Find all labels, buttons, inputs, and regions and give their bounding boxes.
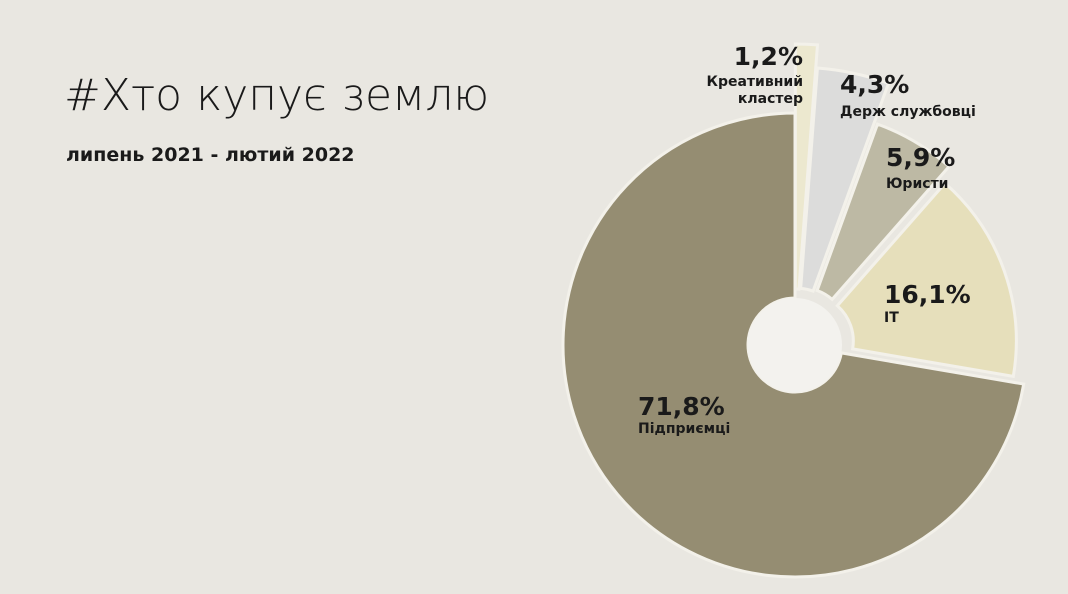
slice-value-label: 1,2% bbox=[733, 42, 803, 71]
slice-category-label: IT bbox=[884, 310, 899, 326]
slice-category-label: Підприємці bbox=[638, 421, 731, 437]
slice-category-label: Юристи bbox=[886, 176, 949, 192]
pie-slice bbox=[799, 66, 891, 293]
slice-category-label: Держ службовці bbox=[840, 104, 976, 120]
slice-value-label: 71,8% bbox=[638, 392, 725, 421]
slice-value-label: 16,1% bbox=[884, 280, 971, 309]
pie-slice bbox=[835, 181, 1018, 379]
chart-title: #Хто купує землю bbox=[64, 70, 490, 121]
donut-hole bbox=[748, 298, 842, 392]
pie-slice bbox=[815, 122, 952, 302]
slice-value-label: 4,3% bbox=[840, 70, 910, 99]
chart-subtitle: липень 2021 - лютий 2022 bbox=[66, 144, 355, 166]
slice-category-label: Креативний кластер bbox=[706, 74, 803, 107]
slice-value-label: 5,9% bbox=[886, 143, 956, 172]
